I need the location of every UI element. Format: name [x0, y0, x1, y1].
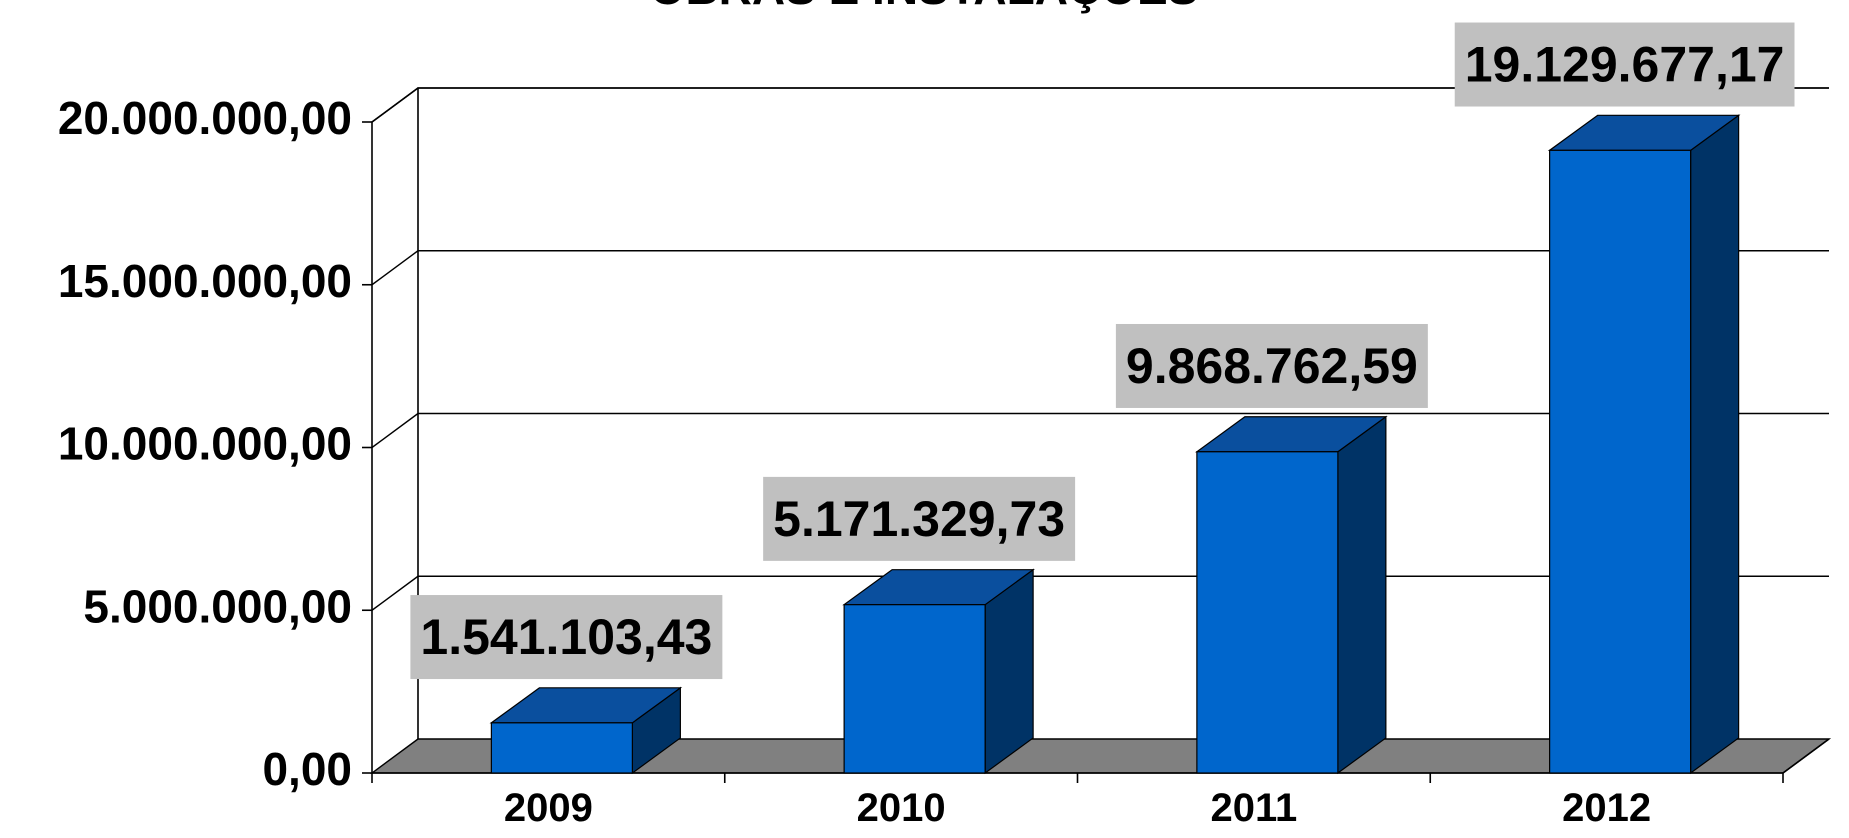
data-label: 5.171.329,73 — [763, 476, 1076, 561]
data-label-text: 5.171.329,73 — [773, 491, 1065, 547]
x-tick-label: 2011 — [1210, 786, 1297, 830]
bar-side — [984, 568, 1034, 775]
x-tick-label: 2010 — [857, 786, 946, 830]
bar-front — [1549, 149, 1692, 774]
gridline-side — [371, 412, 419, 449]
data-labels: 1.541.103,43 5.171.329,73 9.868.762,59 19.1… — [410, 22, 1795, 680]
data-label: 19.129.677,17 — [1454, 22, 1795, 107]
y-tick-label: 10.000.000,00 — [58, 418, 352, 470]
data-label-text: 1.541.103,43 — [420, 609, 712, 665]
data-label: 9.868.762,59 — [1115, 323, 1428, 408]
gridline-side — [371, 575, 419, 611]
bar — [1547, 114, 1741, 775]
bar — [489, 686, 683, 775]
y-tick-label: 20.000.000,00 — [58, 92, 352, 144]
bars — [489, 114, 1741, 775]
x-tick-label: 2009 — [504, 786, 593, 830]
y-tick-label: 15.000.000,00 — [58, 255, 352, 307]
data-label-text: 19.129.677,17 — [1465, 37, 1785, 93]
bar-side — [1690, 114, 1740, 775]
bar-side — [1337, 415, 1387, 775]
y-tick-label: 5.000.000,00 — [83, 580, 352, 632]
data-label-box — [1454, 22, 1795, 107]
bar — [842, 568, 1035, 775]
y-tick-label: 0,00 — [262, 743, 352, 795]
gridline-side — [371, 87, 419, 123]
bar-front — [490, 722, 633, 774]
data-label-box — [1115, 323, 1428, 408]
data-label-text: 9.868.762,59 — [1126, 338, 1418, 394]
chart-title: OBRAS E INSTALAÇÕES — [650, 0, 1199, 14]
y-axis-ticks: 0,00 5.000.000,00 10.000.000,00 15.000.000,… — [58, 92, 372, 795]
x-axis-ticks: 2009 2010 2011 2012 — [371, 773, 1784, 830]
bar — [1195, 415, 1388, 775]
data-label-box — [410, 595, 723, 680]
bar-front — [843, 604, 986, 774]
data-label: 1.541.103,43 — [410, 595, 723, 680]
x-tick-label: 2012 — [1562, 786, 1651, 830]
floor-right-edge — [1782, 738, 1830, 774]
gridline-side — [371, 250, 419, 286]
bar-front — [1196, 451, 1339, 774]
data-label-box — [763, 476, 1076, 561]
